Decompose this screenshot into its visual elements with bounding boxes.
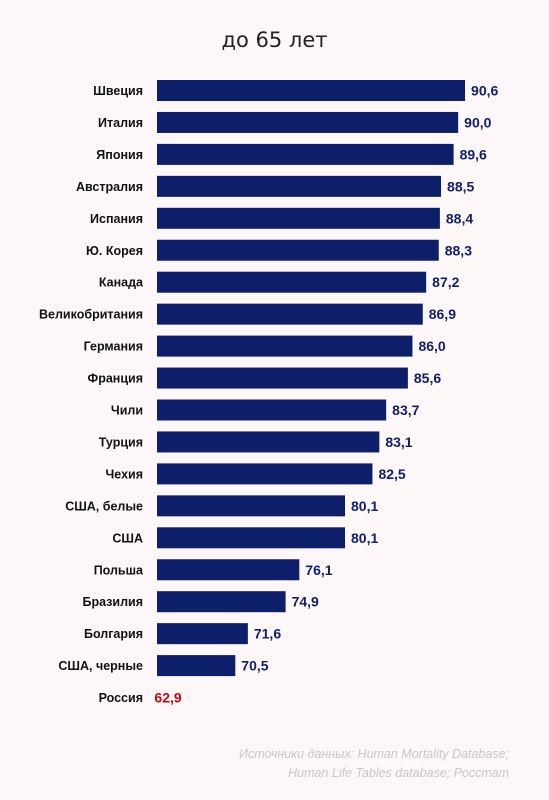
value-label: 86,0 — [418, 338, 445, 354]
category-label: Бразилия — [82, 595, 143, 609]
category-label: США — [112, 531, 143, 545]
category-label: Италия — [98, 116, 143, 130]
category-label: Великобритания — [39, 308, 143, 322]
value-label: 71,6 — [254, 626, 281, 642]
value-label: 90,6 — [471, 83, 498, 99]
bar — [157, 655, 236, 677]
bar — [157, 431, 380, 453]
value-label: 70,5 — [241, 658, 268, 674]
category-label: Германия — [84, 340, 143, 354]
category-label: Испания — [90, 212, 143, 226]
value-label: 80,1 — [351, 498, 378, 514]
bar — [157, 591, 286, 613]
source-line-2: Human Life Tables database; Росстат — [288, 766, 509, 780]
value-label: 87,2 — [432, 274, 459, 290]
category-label: Австралия — [76, 180, 143, 194]
bar — [157, 335, 413, 357]
bar — [157, 559, 300, 581]
bar — [157, 271, 427, 293]
bar — [157, 207, 440, 229]
bar — [157, 239, 439, 261]
value-label: 83,1 — [385, 434, 412, 450]
value-label: 74,9 — [292, 594, 319, 610]
category-label: Турция — [99, 435, 143, 449]
category-label: Россия — [99, 691, 143, 705]
bar — [157, 143, 454, 165]
category-label: Швеция — [93, 84, 143, 98]
category-label: США, белые — [65, 499, 143, 513]
value-label: 88,4 — [446, 210, 473, 226]
category-label: Чили — [111, 404, 143, 418]
bar — [157, 303, 423, 325]
chart-title: до 65 лет — [221, 28, 328, 52]
category-label: США, черные — [58, 659, 143, 673]
bar — [157, 463, 373, 485]
category-label: Болгария — [84, 627, 143, 641]
category-label: Чехия — [106, 467, 144, 481]
category-label: Польша — [94, 563, 144, 577]
category-label: Япония — [96, 148, 143, 162]
bar — [157, 399, 387, 421]
value-label: 89,6 — [460, 146, 487, 162]
bar — [157, 80, 466, 101]
value-label: 85,6 — [414, 370, 441, 386]
source-line-1: Источники данных: Human Mortality Databa… — [239, 747, 509, 761]
category-label: Ю. Корея — [86, 244, 143, 258]
value-label: 83,7 — [392, 402, 419, 418]
bar — [157, 111, 459, 133]
value-label: 86,9 — [429, 306, 456, 322]
value-label: 90,0 — [464, 114, 491, 130]
bar — [157, 623, 248, 645]
value-label: 88,3 — [445, 242, 472, 258]
category-label: Канада — [99, 276, 144, 290]
category-label: Франция — [88, 372, 143, 386]
value-label: 82,5 — [378, 466, 405, 482]
value-label: 62,9 — [154, 690, 181, 706]
bar — [157, 367, 408, 389]
bar — [157, 527, 346, 549]
bar — [157, 495, 346, 517]
value-label: 80,1 — [351, 530, 378, 546]
value-label: 76,1 — [305, 562, 332, 578]
bar — [157, 175, 442, 197]
source-note: Источники данных: Human Mortality Databa… — [239, 745, 509, 783]
value-label: 88,5 — [447, 178, 474, 194]
